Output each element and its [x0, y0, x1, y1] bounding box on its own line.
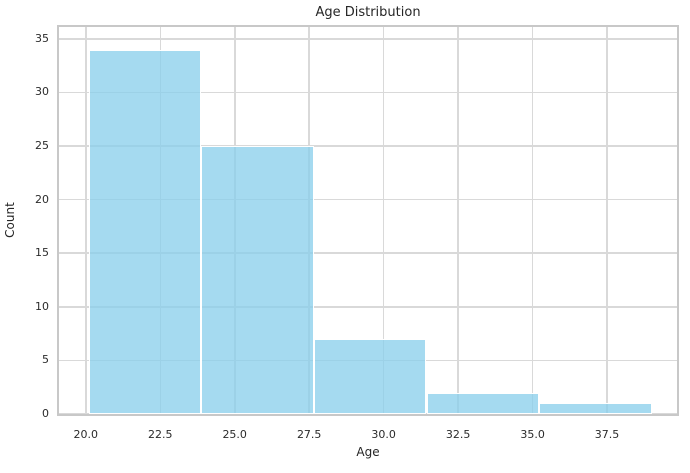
x-tick-label: 30.0: [371, 428, 396, 441]
y-gridline: [59, 252, 677, 254]
y-tick-label: 25: [35, 139, 49, 152]
x-gridline: [382, 27, 385, 414]
x-gridline: [85, 27, 87, 414]
x-axis-label: Age: [356, 445, 380, 459]
plot-area: [57, 25, 679, 416]
y-gridline: [59, 91, 677, 94]
x-tick-label: 27.5: [296, 428, 322, 441]
x-gridline: [457, 27, 459, 414]
histogram-bar-0: [88, 49, 202, 414]
x-gridline: [606, 27, 608, 414]
y-tick-label: 0: [42, 407, 49, 420]
histogram-bar-3: [426, 392, 540, 414]
y-gridline: [59, 198, 677, 201]
y-gridline: [59, 306, 677, 308]
y-tick-label: 15: [35, 246, 49, 260]
y-tick-label: 10: [35, 299, 49, 313]
y-tick-label: 35: [35, 31, 49, 45]
y-tick-label: 30: [35, 85, 49, 99]
chart-title: Age Distribution: [315, 5, 421, 20]
x-tick-label: 32.5: [445, 428, 471, 441]
histogram-bar-4: [539, 403, 652, 414]
x-tick-label: 25.0: [222, 428, 247, 441]
x-gridline: [531, 27, 534, 414]
histogram-bar-1: [201, 146, 314, 414]
y-gridline: [59, 38, 677, 40]
x-tick-label: 22.5: [148, 428, 173, 441]
y-tick-label: 5: [42, 353, 49, 367]
y-tick-label: 20: [35, 192, 49, 206]
histogram-bar-2: [313, 339, 427, 414]
x-tick-label: 35.0: [520, 428, 545, 441]
x-tick-label: 20.0: [73, 428, 99, 441]
y-gridline: [59, 145, 677, 147]
x-tick-label: 37.5: [594, 428, 620, 441]
